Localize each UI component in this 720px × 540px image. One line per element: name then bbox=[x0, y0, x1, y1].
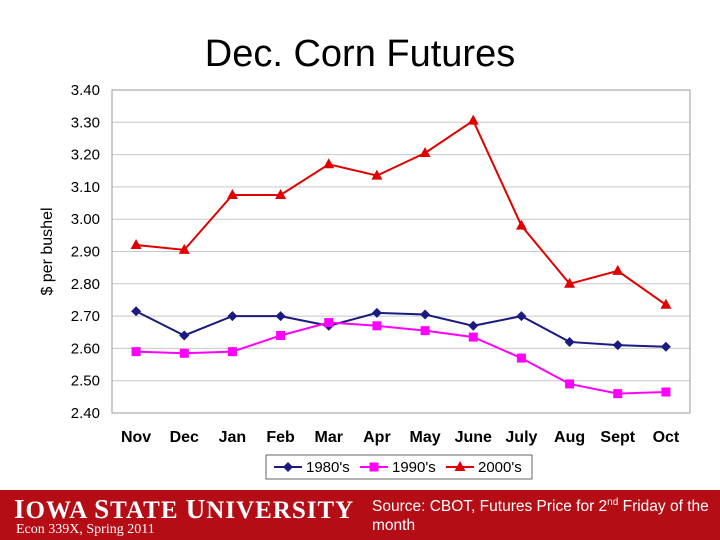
x-tick-label: Feb bbox=[266, 429, 295, 446]
y-tick-label: 2.70 bbox=[71, 308, 100, 325]
x-tick-label: Dec bbox=[170, 429, 199, 446]
point-marker bbox=[371, 169, 383, 180]
point-marker bbox=[564, 277, 576, 288]
point-marker bbox=[420, 309, 431, 320]
source-suffix: Friday of the month bbox=[372, 498, 709, 535]
point-marker bbox=[227, 347, 237, 357]
point-marker bbox=[371, 307, 382, 318]
point-marker bbox=[516, 353, 526, 363]
x-tick-label: July bbox=[505, 429, 537, 446]
y-tick-label: 2.90 bbox=[71, 244, 100, 261]
legend-label: 1980's bbox=[306, 459, 350, 476]
point-marker bbox=[565, 379, 575, 389]
point-marker bbox=[612, 264, 624, 275]
x-tick-label: Aug bbox=[554, 429, 585, 446]
point-marker bbox=[661, 387, 671, 397]
point-marker bbox=[276, 330, 286, 340]
y-tick-label: 3.20 bbox=[71, 147, 100, 164]
axes: 2.40 2.50 2.60 2.70 2.80 2.90 3.00 3.10 3.20 3.30… bbox=[39, 82, 691, 446]
series-line bbox=[136, 321, 666, 395]
point-marker bbox=[467, 114, 479, 125]
source-note: Source: CBOT, Futures Price for 2nd Frid… bbox=[372, 493, 718, 535]
legend: 1980's 1990's 2000's bbox=[265, 454, 533, 480]
plot-frame bbox=[111, 89, 691, 414]
legend-label: 2000's bbox=[478, 459, 522, 476]
point-marker bbox=[613, 389, 623, 399]
chart-title: Dec. Corn Futures bbox=[204, 33, 516, 75]
point-marker bbox=[179, 348, 189, 358]
point-marker bbox=[275, 311, 286, 322]
series-triangle bbox=[130, 114, 672, 309]
footer-bar bbox=[0, 490, 720, 540]
source-prefix: Source: CBOT, Futures Price for 2 bbox=[372, 498, 608, 516]
grid-lines bbox=[112, 89, 690, 414]
point-marker bbox=[660, 341, 671, 352]
point-marker bbox=[226, 188, 238, 199]
point-marker bbox=[131, 306, 142, 317]
y-tick-label: 3.40 bbox=[71, 82, 100, 99]
x-tick-label: May bbox=[410, 429, 441, 446]
point-marker bbox=[612, 340, 623, 351]
x-tick-label: Jan bbox=[219, 429, 247, 446]
point-marker bbox=[660, 298, 672, 309]
x-tick-label: Sept bbox=[600, 429, 635, 446]
series-line bbox=[135, 310, 666, 348]
y-tick-label: 3.10 bbox=[71, 179, 100, 196]
point-marker bbox=[178, 243, 190, 254]
point-marker bbox=[130, 239, 142, 250]
y-tick-label: 3.00 bbox=[71, 211, 100, 228]
point-marker bbox=[324, 318, 334, 328]
point-marker bbox=[420, 326, 430, 336]
series-diamond bbox=[131, 306, 671, 352]
point-marker bbox=[454, 461, 466, 471]
university-logo: IOWA STATE UNIVERSITY bbox=[14, 494, 355, 524]
point-marker bbox=[369, 462, 379, 472]
x-tick-label: June bbox=[455, 429, 492, 446]
point-marker bbox=[468, 320, 479, 331]
y-tick-label: 2.40 bbox=[71, 405, 100, 422]
x-tick-label: Nov bbox=[121, 429, 151, 446]
course-label: Econ 339X, Spring 2011 bbox=[16, 522, 155, 537]
point-marker bbox=[516, 311, 527, 322]
y-tick-label: 3.30 bbox=[71, 114, 100, 131]
point-marker bbox=[227, 311, 238, 322]
x-tick-label: Apr bbox=[363, 429, 391, 446]
point-marker bbox=[275, 188, 287, 199]
series-line bbox=[135, 119, 667, 306]
y-axis-label: $ per bushel bbox=[39, 207, 56, 295]
legend-label: 1990's bbox=[392, 459, 436, 476]
source-sup: nd bbox=[607, 497, 619, 508]
point-marker bbox=[179, 330, 190, 341]
y-tick-label: 2.60 bbox=[71, 340, 100, 357]
point-marker bbox=[564, 336, 575, 347]
point-marker bbox=[372, 321, 382, 331]
x-tick-label: Oct bbox=[653, 429, 680, 446]
point-marker bbox=[283, 462, 293, 472]
series-group bbox=[130, 114, 672, 399]
series-square bbox=[131, 318, 671, 399]
point-marker bbox=[419, 146, 431, 157]
x-tick-label: Mar bbox=[315, 429, 343, 446]
y-tick-label: 2.80 bbox=[71, 276, 100, 293]
point-marker bbox=[131, 347, 141, 357]
point-marker bbox=[468, 332, 478, 342]
point-marker bbox=[323, 158, 335, 169]
legend-box bbox=[265, 454, 533, 480]
y-tick-label: 2.50 bbox=[71, 373, 100, 390]
line-chart: 2.40 2.50 2.60 2.70 2.80 2.90 3.00 3.10 3.20 3.30… bbox=[39, 82, 691, 480]
point-marker bbox=[515, 219, 527, 230]
